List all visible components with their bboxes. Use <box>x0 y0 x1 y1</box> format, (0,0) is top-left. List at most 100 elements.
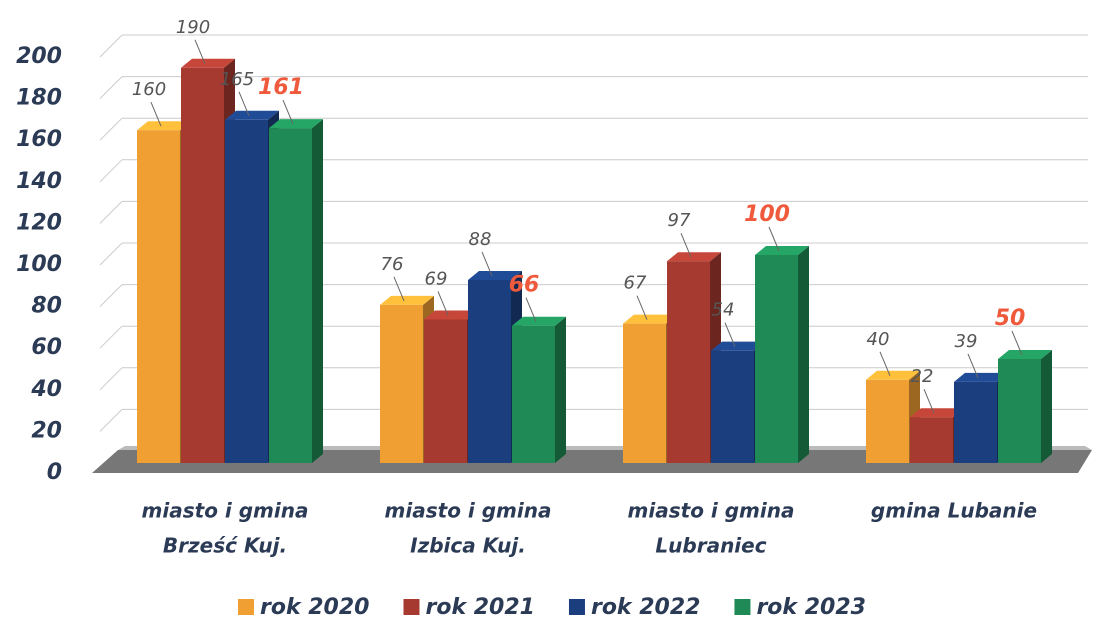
value-label: 69 <box>425 268 448 289</box>
bar <box>468 279 511 463</box>
legend-swatch <box>403 599 420 615</box>
y-tick-label: 0 <box>47 460 62 485</box>
bar-top <box>866 370 920 380</box>
floor-top <box>118 446 1092 450</box>
x-tick-label: miasto i gmina <box>628 499 795 523</box>
grid-line <box>99 242 123 266</box>
legend-label: rok 2020 <box>260 595 369 620</box>
label-leader <box>481 251 493 277</box>
legend-label: rok 2022 <box>591 595 700 620</box>
label-leader <box>1011 330 1023 356</box>
label-leader <box>150 102 162 127</box>
bar-top <box>468 270 522 280</box>
grid-line <box>99 325 123 349</box>
floor <box>92 450 1092 473</box>
legend-label: rok 2023 <box>756 595 865 620</box>
bar <box>998 359 1041 463</box>
y-tick-label: 180 <box>16 86 62 111</box>
bar-side <box>798 246 809 463</box>
bar <box>269 128 312 463</box>
label-leader <box>923 389 935 414</box>
y-tick-label: 120 <box>16 210 62 235</box>
y-tick-label: 100 <box>16 252 62 277</box>
value-label: 161 <box>258 75 304 100</box>
grid-line <box>99 34 123 58</box>
bar-top <box>225 110 279 120</box>
x-tick-label: miasto i gmina <box>385 499 552 523</box>
label-leader <box>194 39 206 64</box>
bar-top <box>380 295 434 305</box>
x-tick-label: Brześć Kuj. <box>163 534 287 558</box>
label-leader <box>282 99 294 125</box>
bar <box>755 255 798 463</box>
label-leader <box>525 297 537 322</box>
bar-top <box>512 316 566 326</box>
value-label: 190 <box>176 17 210 38</box>
value-label: 50 <box>995 306 1026 331</box>
bar-top <box>137 121 191 131</box>
value-label: 160 <box>132 79 166 100</box>
y-tick-label: 200 <box>16 44 62 69</box>
bar-top <box>424 310 478 320</box>
value-label: 22 <box>911 366 934 387</box>
x-tick-label: Izbica Kuj. <box>410 534 526 558</box>
y-tick-label: 160 <box>16 127 62 152</box>
legend-swatch <box>238 599 254 615</box>
label-leader <box>680 233 692 258</box>
value-label: 97 <box>668 210 691 231</box>
grid-line <box>99 201 123 224</box>
bar <box>667 261 710 463</box>
bar-top <box>711 341 765 351</box>
label-leader <box>238 91 250 116</box>
value-label: 66 <box>509 273 540 298</box>
value-label: 67 <box>624 273 647 294</box>
y-tick-label: 40 <box>30 377 62 402</box>
bar-top <box>755 246 809 255</box>
bar-top <box>954 372 1008 382</box>
x-tick-label: miasto i gmina <box>142 499 309 523</box>
bar-top <box>667 252 721 262</box>
legend-swatch <box>734 599 751 615</box>
grid-line <box>99 76 123 99</box>
bar-side <box>312 119 323 464</box>
value-label: 40 <box>867 329 890 350</box>
label-leader <box>437 291 449 316</box>
grid-line <box>99 159 123 183</box>
bar <box>137 130 180 463</box>
label-leader <box>879 351 891 376</box>
x-tick-label: gmina Lubanie <box>871 499 1037 523</box>
legend-swatch <box>568 599 585 615</box>
label-leader <box>724 322 736 347</box>
value-label: 165 <box>220 69 254 90</box>
bar-top <box>998 350 1052 359</box>
bar <box>910 417 953 463</box>
y-tick-label: 20 <box>31 418 62 443</box>
bar-side <box>1041 350 1052 463</box>
bar <box>623 323 666 463</box>
bar <box>424 319 467 463</box>
value-label: 39 <box>955 331 978 352</box>
label-leader <box>967 353 979 379</box>
y-tick-label: 60 <box>31 335 62 360</box>
grid-line <box>99 367 123 391</box>
bar <box>954 381 997 463</box>
y-tick-label: 140 <box>16 169 62 194</box>
label-leader <box>393 276 405 302</box>
grid-line <box>99 409 123 432</box>
label-leader <box>768 226 780 252</box>
bar <box>380 304 423 463</box>
value-label: 100 <box>744 202 790 227</box>
bar-top <box>623 314 677 324</box>
value-label: 76 <box>381 254 404 275</box>
legend-label: rok 2021 <box>425 595 534 620</box>
grid-line <box>99 117 123 141</box>
bar <box>866 379 909 463</box>
bar-top <box>181 58 235 68</box>
label-leader <box>636 295 648 320</box>
value-label: 54 <box>712 300 735 321</box>
bar <box>512 325 555 463</box>
bar <box>711 350 754 463</box>
bar-side <box>555 316 566 463</box>
grid-line <box>99 284 123 307</box>
